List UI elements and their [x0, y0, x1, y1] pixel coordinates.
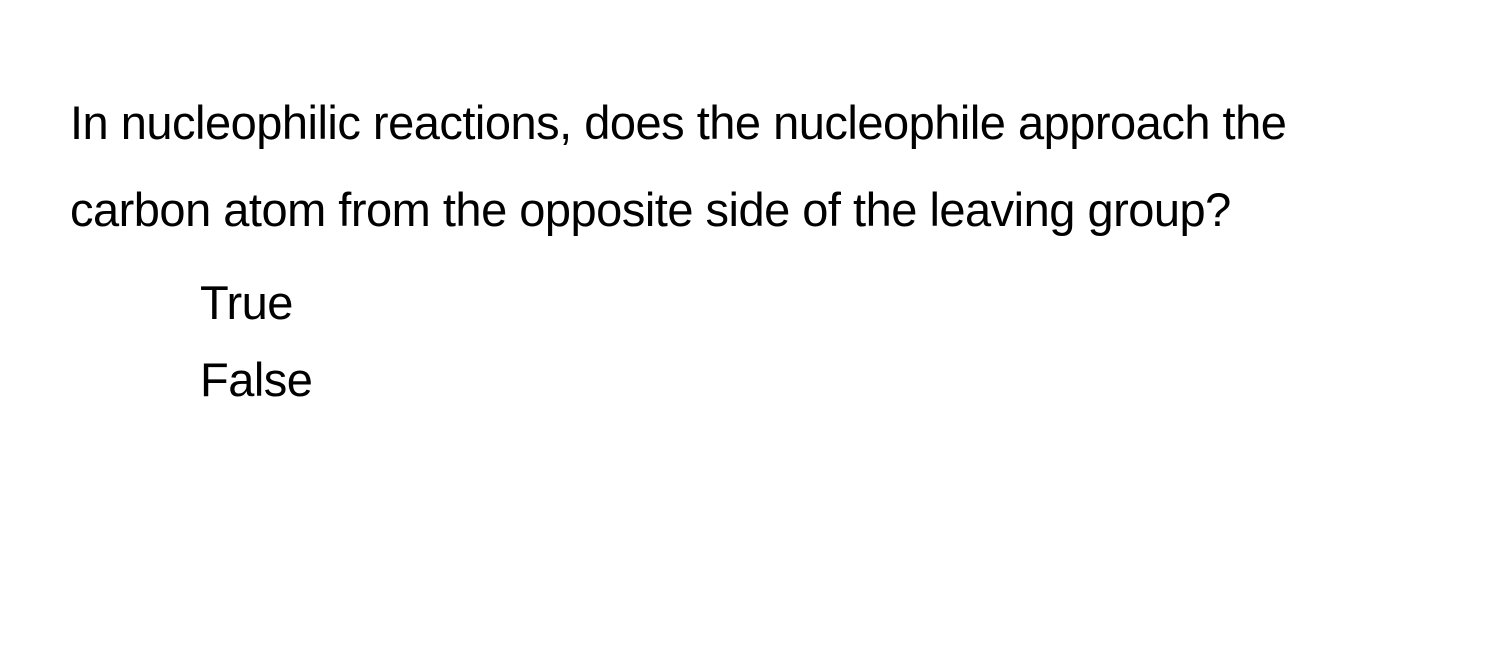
options-list: True False [70, 264, 1430, 419]
option-true[interactable]: True [200, 264, 1430, 342]
option-false[interactable]: False [200, 341, 1430, 419]
question-text: In nucleophilic reactions, does the nucl… [70, 80, 1430, 254]
